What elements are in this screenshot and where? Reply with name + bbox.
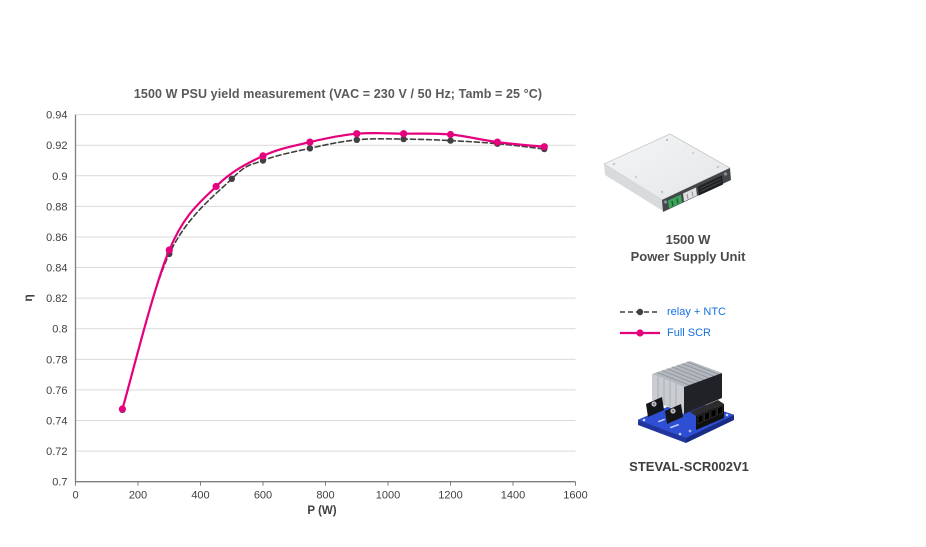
psu-caption-line1: 1500 W	[665, 232, 711, 247]
svg-text:0.72: 0.72	[46, 446, 67, 458]
svg-text:0: 0	[72, 490, 78, 502]
svg-text:0.88: 0.88	[46, 201, 67, 213]
chart-legend: relay + NTC Full SCR	[618, 301, 778, 343]
svg-text:0.8: 0.8	[52, 324, 67, 336]
legend-item-relay-ntc: relay + NTC	[618, 301, 778, 322]
svg-text:400: 400	[191, 490, 209, 502]
chart-title: 1500 W PSU yield measurement (VAC = 230 …	[133, 87, 543, 101]
dashed-line-marker-sample	[620, 308, 660, 315]
psu-photo	[603, 133, 731, 212]
legend-label-relay-ntc: relay + NTC	[667, 305, 726, 318]
svg-text:0.76: 0.76	[46, 385, 67, 397]
svg-text:0.74: 0.74	[46, 416, 67, 428]
svg-text:0.82: 0.82	[46, 293, 67, 305]
svg-text:800: 800	[316, 490, 334, 502]
svg-text:0.9: 0.9	[52, 171, 67, 183]
legend-label-full-scr: Full SCR	[667, 326, 712, 339]
svg-text:0.92: 0.92	[46, 140, 67, 152]
svg-text:1400: 1400	[501, 490, 525, 502]
psu-caption: 1500 W Power Supply Unit	[598, 231, 778, 265]
svg-text:0.86: 0.86	[46, 232, 67, 244]
steval-board-photo	[637, 361, 735, 443]
board-caption: STEVAL-SCR002V1	[629, 459, 749, 474]
x-axis-title: P (W)	[307, 505, 337, 517]
svg-text:0.94: 0.94	[46, 110, 67, 122]
svg-text:1200: 1200	[438, 490, 462, 502]
svg-text:0.78: 0.78	[46, 354, 67, 366]
legend-item-full-scr: Full SCR	[618, 322, 778, 343]
svg-text:200: 200	[129, 490, 147, 502]
svg-text:1600: 1600	[563, 490, 587, 502]
svg-text:1000: 1000	[376, 490, 400, 502]
psu-caption-line2: Power Supply Unit	[630, 249, 746, 264]
solid-line-marker-sample	[620, 328, 660, 337]
svg-text:600: 600	[254, 490, 272, 502]
svg-text:0.7: 0.7	[52, 477, 67, 489]
svg-text:0.84: 0.84	[46, 263, 67, 275]
